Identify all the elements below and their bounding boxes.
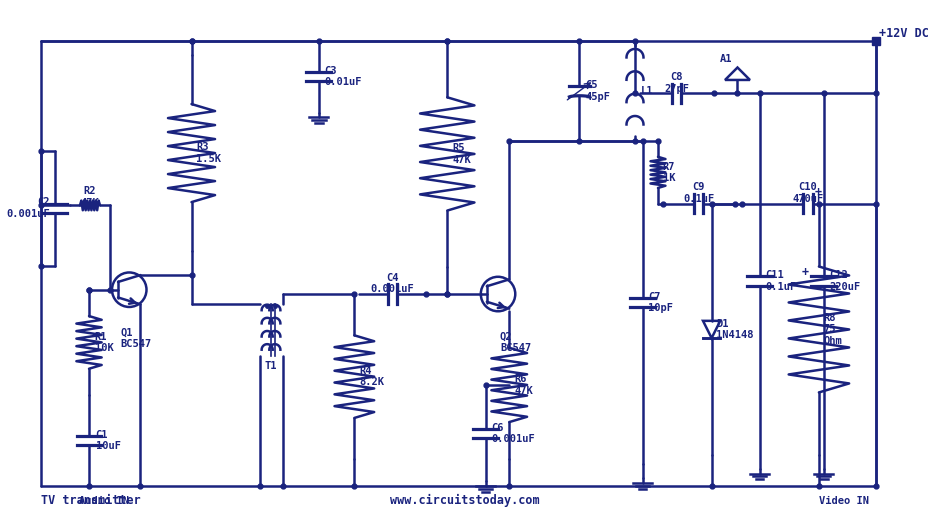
Text: R3
1.5K: R3 1.5K (196, 142, 221, 164)
Text: C1
10uF: C1 10uF (95, 430, 120, 451)
Text: +12V DC: +12V DC (879, 27, 929, 40)
Text: R6
47K: R6 47K (514, 374, 532, 396)
Text: C3
0.01uF: C3 0.01uF (325, 66, 362, 88)
Text: +: + (814, 185, 822, 199)
Text: R7
1K: R7 1K (663, 162, 675, 183)
Text: C9
0.1uF: C9 0.1uF (683, 182, 715, 204)
Text: D1
1N4148: D1 1N4148 (716, 319, 754, 340)
Text: R2
47K: R2 47K (80, 186, 99, 207)
Text: C5
45pF: C5 45pF (586, 80, 610, 102)
Text: C7
10pF: C7 10pF (648, 292, 673, 314)
Text: R4
8.2K: R4 8.2K (360, 366, 384, 388)
Text: L1: L1 (641, 86, 653, 96)
Text: Video IN: Video IN (819, 495, 869, 506)
Text: C11
0.1uF: C11 0.1uF (765, 270, 797, 292)
Text: R8
75
Ohm: R8 75 Ohm (824, 313, 842, 346)
Text: Q2
BC547: Q2 BC547 (500, 331, 531, 353)
Text: TV transmitter: TV transmitter (41, 494, 141, 507)
Text: C12
220uF: C12 220uF (829, 270, 861, 292)
Text: www.circuitstoday.com: www.circuitstoday.com (389, 494, 539, 507)
Text: C10
470uF: C10 470uF (792, 182, 824, 204)
Text: C8
27pF: C8 27pF (664, 72, 689, 94)
Text: Audio IN: Audio IN (79, 495, 130, 506)
Text: C4
0.001uF: C4 0.001uF (371, 272, 415, 294)
Text: +: + (801, 266, 808, 279)
Text: T1: T1 (264, 361, 277, 371)
Text: A1: A1 (720, 54, 733, 64)
Text: Q1
BC547: Q1 BC547 (120, 327, 152, 349)
Text: R1
10K: R1 10K (94, 331, 114, 353)
Text: R5
47K: R5 47K (452, 143, 471, 165)
Text: C2
0.001uF: C2 0.001uF (6, 197, 50, 219)
Text: C6
0.001uF: C6 0.001uF (491, 423, 535, 444)
